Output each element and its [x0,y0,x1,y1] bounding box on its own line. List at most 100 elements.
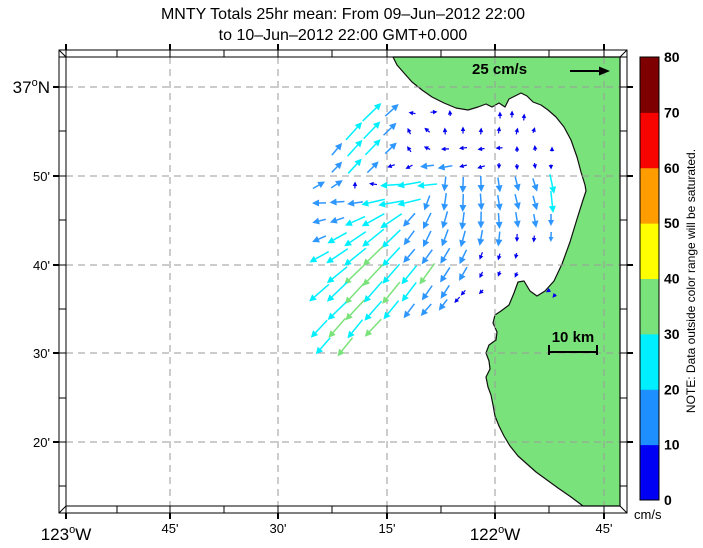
current-arrow [531,195,539,211]
current-arrow [477,175,485,192]
current-arrow [369,181,378,187]
quiver-scale-arrow [570,66,610,76]
distance-scale-bar [548,345,598,355]
current-arrow [327,301,347,321]
current-arrow [514,146,520,153]
current-arrow [514,127,519,135]
colorbar-tick-label: 0 [664,492,672,508]
axis-tick-label: 122oW [470,524,521,544]
current-arrow [459,230,466,248]
current-arrow [459,211,467,230]
current-arrow [441,176,449,192]
current-arrow [384,103,399,117]
current-arrow [514,272,519,278]
current-arrow [362,263,384,286]
current-arrow [402,212,416,227]
current-arrow [509,110,515,118]
current-arrow [352,181,358,189]
current-arrow [532,162,537,169]
current-arrow [361,198,385,207]
current-arrow [397,181,421,189]
current-arrow [347,199,364,207]
current-arrow [329,198,345,206]
current-arrow [312,199,327,207]
current-arrow [309,251,329,263]
current-arrow [440,284,450,299]
current-arrow [459,145,468,151]
current-arrow [347,139,363,157]
colorbar-segment [640,278,659,335]
current-arrow [328,317,347,338]
current-arrow [326,266,348,284]
current-arrow [383,300,400,320]
current-arrow [532,145,538,152]
current-arrow [497,111,503,119]
colorbar-note: NOTE: Data outside color range will be s… [684,148,698,414]
current-arrow [363,121,381,140]
current-arrow [380,213,403,229]
current-arrow [312,217,326,225]
current-vectors [309,102,558,357]
current-arrow [347,319,364,339]
current-arrow [521,113,527,121]
current-arrow [326,281,348,302]
colorbar-segment [640,444,659,501]
current-arrow [496,162,502,169]
current-arrow [460,289,466,296]
current-arrow [366,161,379,174]
current-arrow [441,229,449,247]
current-arrow [549,146,555,152]
colorbar-tick-label: 30 [664,326,680,342]
current-arrow [514,233,520,242]
current-arrow [495,145,503,151]
current-arrow [424,127,431,133]
current-arrow [403,248,416,263]
current-arrow [378,200,404,208]
current-arrow [345,122,363,141]
current-arrow [548,231,554,242]
current-arrow [479,252,484,260]
current-arrow [477,229,485,246]
current-arrow [344,281,366,304]
current-arrow [447,110,453,117]
current-arrow [496,126,502,134]
current-arrow [362,245,384,266]
title-line-2: to 10–Jun–2012 22:00 GMT+0.000 [218,27,468,44]
title-line-1: MNTY Totals 25hr mean: From 09–Jun–2012 … [160,6,526,23]
current-arrow [345,299,366,321]
current-arrow [479,271,484,279]
current-arrow [459,163,468,169]
current-arrow [420,303,432,317]
current-arrow [403,230,415,246]
current-arrow [312,181,326,190]
colorbar-segment [640,333,659,390]
current-arrow [441,192,449,211]
current-arrow [454,296,461,303]
current-arrow [513,211,521,228]
current-arrow [440,267,451,283]
current-arrow [331,142,343,156]
current-arrow [361,213,385,227]
current-arrow [382,246,401,267]
axis-tick-label: 40' [33,258,50,273]
current-arrow [422,230,432,248]
current-arrow [441,211,449,229]
current-arrow [387,163,395,168]
current-arrow [422,212,432,230]
current-arrow [514,252,519,259]
colorbar-tick-label: 80 [664,49,680,65]
colorbar-unit-label: cm/s [634,507,662,522]
current-arrow [531,127,536,134]
current-arrow [362,228,385,247]
current-arrow [421,249,433,265]
current-arrow [381,229,401,249]
axis-tick-label: 20' [33,435,50,450]
current-arrow [406,146,412,153]
current-arrow [364,139,381,156]
current-arrow [421,285,433,301]
current-arrow [478,289,484,295]
colorbar: 0 10 20 30 40 50 60 70 80 [639,49,680,508]
current-arrow [495,194,503,211]
